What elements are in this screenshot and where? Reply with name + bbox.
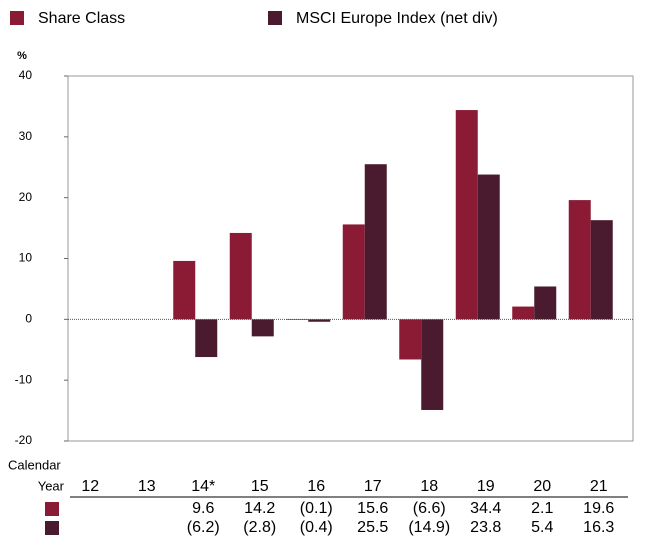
x-tick-label: 15 xyxy=(251,478,269,495)
legend-swatch xyxy=(10,11,24,25)
y-tick-label: 0 xyxy=(25,312,32,326)
legend-label: Share Class xyxy=(38,10,125,27)
table-value: (2.8) xyxy=(243,519,276,536)
legend-label: MSCI Europe Index (net div) xyxy=(296,10,498,27)
bar xyxy=(342,224,365,320)
table-value: 16.3 xyxy=(583,519,614,536)
x-axis-label: Year xyxy=(38,478,65,493)
bar xyxy=(251,319,274,337)
bar xyxy=(195,319,218,358)
bar xyxy=(477,174,500,320)
y-tick-label: 10 xyxy=(19,251,33,265)
table-value: 14.2 xyxy=(244,500,275,517)
bar xyxy=(421,319,444,410)
x-tick-label: 12 xyxy=(81,478,99,495)
table-value: (6.2) xyxy=(187,519,220,536)
table-swatch xyxy=(45,521,59,535)
bar xyxy=(229,232,252,320)
y-tick-label: 40 xyxy=(19,68,33,82)
bar xyxy=(308,319,331,322)
table-value: (0.4) xyxy=(300,519,333,536)
bar xyxy=(173,260,196,320)
table-value: (6.6) xyxy=(413,500,446,517)
table-value: 34.4 xyxy=(470,500,501,517)
bar xyxy=(512,306,535,320)
x-tick-label: 20 xyxy=(533,478,551,495)
x-tick-label: 17 xyxy=(364,478,382,495)
y-tick-label: 20 xyxy=(19,190,33,204)
table-swatch xyxy=(45,502,59,516)
bar xyxy=(590,220,613,320)
bar xyxy=(364,164,387,320)
table-value: 25.5 xyxy=(357,519,388,536)
bar xyxy=(534,286,557,320)
x-axis-label: Calendar xyxy=(8,457,61,472)
bar xyxy=(399,319,422,360)
table-value: 15.6 xyxy=(357,500,388,517)
table-value: 9.6 xyxy=(192,500,214,517)
table-value: 2.1 xyxy=(531,500,553,517)
x-tick-label: 21 xyxy=(590,478,608,495)
y-tick-label: -20 xyxy=(15,433,33,447)
table-value: (0.1) xyxy=(300,500,333,517)
table-value: 5.4 xyxy=(531,519,553,536)
x-tick-label: 19 xyxy=(477,478,495,495)
bar xyxy=(286,319,309,320)
x-tick-label: 14* xyxy=(191,478,215,495)
x-tick-label: 13 xyxy=(138,478,156,495)
legend-swatch xyxy=(268,11,282,25)
table-value: 23.8 xyxy=(470,519,501,536)
y-tick-label: -10 xyxy=(15,372,33,386)
table-value: (14.9) xyxy=(408,519,450,536)
y-axis-label: % xyxy=(17,50,27,62)
bar xyxy=(568,200,591,320)
table-value: 19.6 xyxy=(583,500,614,517)
x-tick-label: 18 xyxy=(420,478,438,495)
bar xyxy=(455,110,478,320)
y-tick-label: 30 xyxy=(19,129,33,143)
x-tick-label: 16 xyxy=(307,478,325,495)
